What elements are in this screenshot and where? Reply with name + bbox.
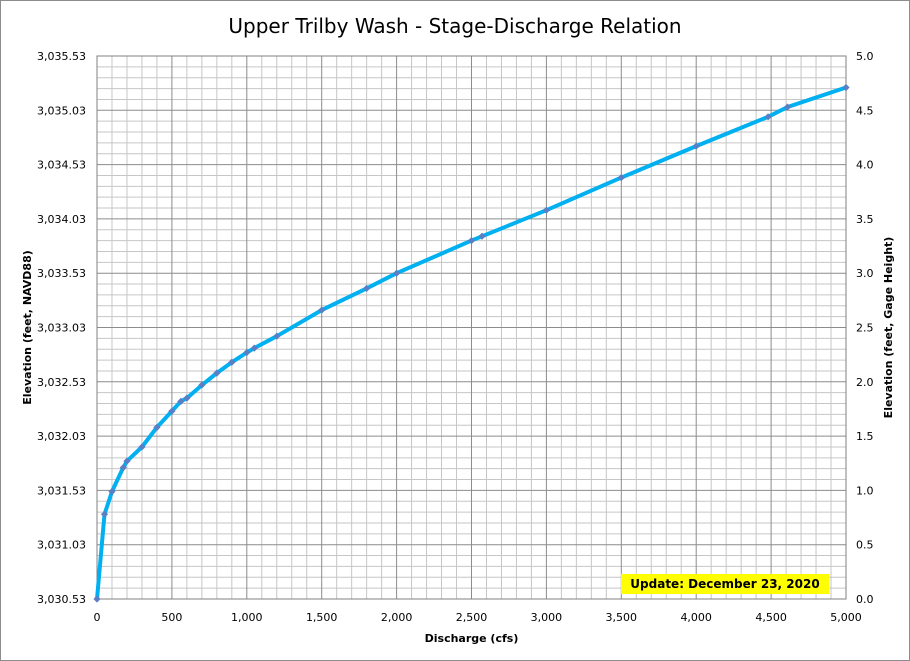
right-axis-label: Elevation (feet, Gage Height) <box>882 237 895 419</box>
x-tick-label: 2,500 <box>456 611 488 624</box>
right-tick-label: 0.0 <box>856 593 874 606</box>
data-point <box>108 487 116 496</box>
left-tick-label: 3,034.03 <box>37 213 86 226</box>
right-tick-label: 4.5 <box>856 104 874 117</box>
x-tick-label: 500 <box>161 611 182 624</box>
data-point <box>542 206 550 214</box>
x-tick-label: 3,500 <box>606 611 638 624</box>
data-point <box>692 142 700 150</box>
update-note-text: Update: December 23, 2020 <box>630 577 819 591</box>
right-axis-tick-labels: 0.0 0.5 1.0 1.5 2.0 2.5 3.0 3.5 4.0 4.5 5.0 <box>856 50 874 606</box>
data-point <box>783 103 792 111</box>
right-tick-label: 1.5 <box>856 430 874 443</box>
left-axis-label: Elevation (feet, NAVD88) <box>21 250 34 405</box>
x-axis-tick-labels: 0 500 1,000 1,500 2,000 2,500 3,000 3,500 4,000 4… <box>94 611 862 624</box>
update-note: Update: December 23, 2020 <box>621 574 829 594</box>
right-tick-label: 2.0 <box>856 376 874 389</box>
x-tick-label: 1,500 <box>306 611 338 624</box>
left-tick-label: 3,031.53 <box>37 484 86 497</box>
left-tick-label: 3,035.03 <box>37 104 86 117</box>
data-point <box>842 83 850 92</box>
x-tick-label: 4,000 <box>680 611 712 624</box>
x-tick-label: 2,000 <box>381 611 413 624</box>
right-tick-label: 2.5 <box>856 322 874 335</box>
right-tick-label: 4.0 <box>856 159 874 172</box>
left-tick-label: 3,035.53 <box>37 50 86 63</box>
data-point <box>393 269 401 277</box>
left-tick-label: 3,032.03 <box>37 430 86 443</box>
left-tick-label: 3,034.53 <box>37 159 86 172</box>
x-tick-label: 5,000 <box>830 611 862 624</box>
x-tick-label: 4,500 <box>755 611 787 624</box>
left-tick-label: 3,031.03 <box>37 539 86 552</box>
data-point <box>363 284 371 293</box>
data-point <box>168 407 176 415</box>
x-tick-label: 0 <box>94 611 101 624</box>
x-tick-label: 1,000 <box>231 611 263 624</box>
major-gridlines <box>97 56 846 599</box>
data-point <box>177 397 185 405</box>
data-point <box>243 348 251 357</box>
data-point <box>198 381 206 389</box>
data-point <box>764 113 772 121</box>
rating-curve-markers <box>93 83 850 603</box>
data-point <box>478 232 486 240</box>
left-tick-label: 3,033.53 <box>37 267 86 280</box>
left-axis-tick-labels: 3,030.53 3,031.03 3,031.53 3,032.03 3,032.53… <box>37 50 86 606</box>
left-tick-label: 3,030.53 <box>37 593 86 606</box>
data-point <box>123 457 131 465</box>
data-point <box>183 394 191 402</box>
data-point <box>318 306 326 314</box>
right-tick-label: 0.5 <box>856 539 874 552</box>
data-point <box>273 332 281 340</box>
right-tick-label: 3.5 <box>856 213 874 226</box>
data-point <box>213 369 221 377</box>
x-tick-label: 3,000 <box>531 611 563 624</box>
data-point <box>250 344 258 352</box>
data-point <box>617 174 625 182</box>
x-axis-label: Discharge (cfs) <box>425 632 519 645</box>
plot-area-border <box>96 55 847 600</box>
right-tick-label: 5.0 <box>856 50 874 63</box>
update-note-box <box>621 574 829 594</box>
data-point <box>138 443 146 451</box>
data-point <box>228 358 236 366</box>
right-tick-label: 3.0 <box>856 267 874 280</box>
left-tick-label: 3,032.53 <box>37 376 86 389</box>
data-point <box>93 595 101 603</box>
left-tick-label: 3,033.03 <box>37 322 86 335</box>
right-tick-label: 1.0 <box>856 484 874 497</box>
data-point <box>119 463 127 472</box>
data-point <box>467 237 476 245</box>
data-point <box>153 423 161 432</box>
chart-title: Upper Trilby Wash - Stage-Discharge Rela… <box>228 14 681 38</box>
data-point <box>100 510 109 518</box>
